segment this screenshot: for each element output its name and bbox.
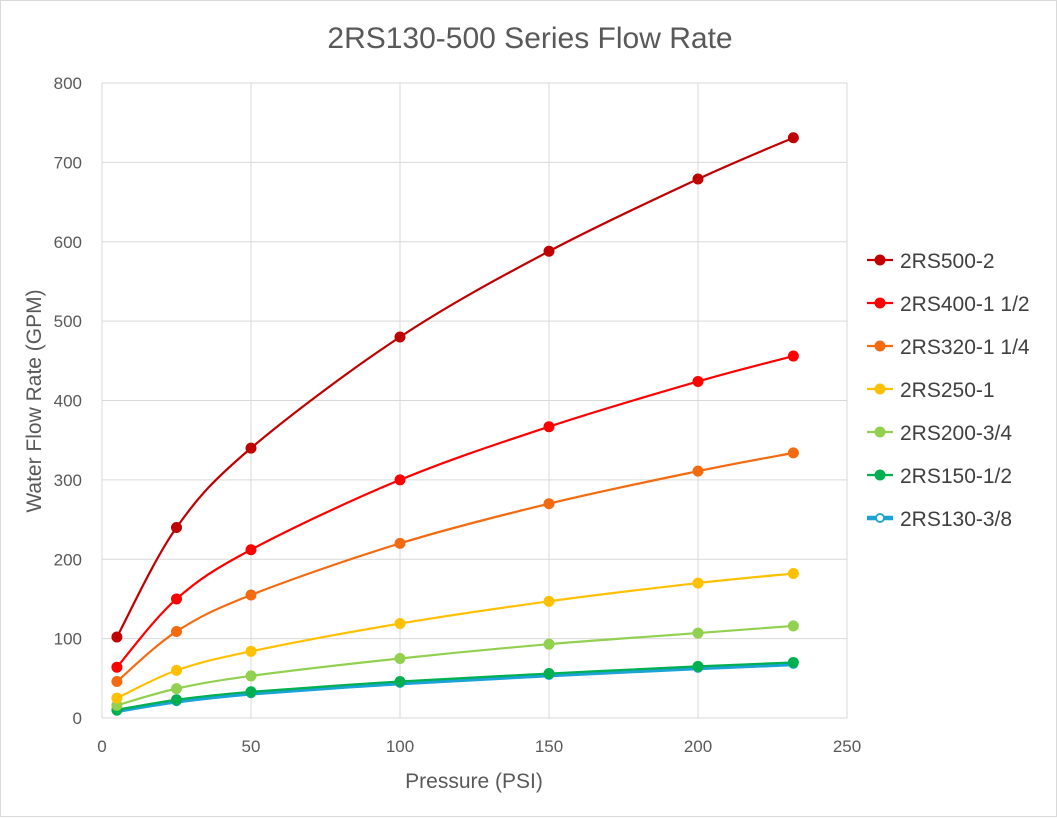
y-tick-label: 100 bbox=[54, 630, 82, 649]
data-point bbox=[394, 675, 406, 687]
y-tick-label: 500 bbox=[54, 312, 82, 331]
grid bbox=[101, 82, 848, 719]
legend-item: 2RS250-1 bbox=[867, 379, 995, 402]
chart-title: 2RS130-500 Series Flow Rate bbox=[327, 22, 732, 55]
x-axis-label: Pressure (PSI) bbox=[405, 770, 543, 793]
data-point bbox=[692, 627, 704, 639]
legend-item: 2RS150-1/2 bbox=[867, 465, 1012, 488]
data-point bbox=[111, 661, 123, 673]
data-point bbox=[171, 625, 182, 637]
legend-label: 2RS200-3/4 bbox=[900, 422, 1012, 445]
series-line bbox=[115, 136, 794, 638]
data-point bbox=[787, 568, 799, 580]
data-point bbox=[245, 670, 257, 682]
legend-item: 2RS500-2 bbox=[867, 250, 995, 273]
series-2rs320-1-1-4 bbox=[111, 447, 799, 687]
legend-label: 2RS320-1 1/4 bbox=[900, 336, 1030, 359]
legend-item: 2RS320-1 1/4 bbox=[867, 336, 1030, 359]
y-tick-label: 600 bbox=[54, 233, 82, 252]
data-point bbox=[787, 132, 799, 144]
data-point bbox=[543, 245, 555, 257]
legend-item: 2RS400-1 1/2 bbox=[867, 293, 1030, 316]
legend-marker bbox=[874, 469, 886, 481]
x-tick-label: 150 bbox=[535, 737, 563, 756]
series-2rs500-2 bbox=[111, 132, 799, 643]
data-point bbox=[692, 173, 704, 185]
x-tick-label: 200 bbox=[684, 737, 712, 756]
axes: 0 100 200 300 400 500 600 700 800 0 50 100 150 200 250 bbox=[54, 74, 862, 756]
y-tick-label: 300 bbox=[54, 471, 82, 490]
legend-label: 2RS400-1 1/2 bbox=[900, 293, 1030, 316]
data-point bbox=[245, 442, 257, 454]
data-point bbox=[394, 331, 406, 343]
legend-label: 2RS250-1 bbox=[900, 379, 995, 402]
data-point bbox=[394, 652, 406, 664]
legend-marker bbox=[874, 254, 886, 266]
data-point bbox=[787, 620, 799, 632]
data-point bbox=[543, 638, 555, 650]
y-tick-label: 700 bbox=[54, 153, 82, 172]
data-point bbox=[692, 375, 704, 387]
series-group bbox=[111, 132, 799, 716]
data-point bbox=[394, 537, 406, 549]
data-point bbox=[692, 465, 704, 477]
y-axis-label: Water Flow Rate (GPM) bbox=[23, 289, 46, 512]
data-point bbox=[787, 350, 799, 362]
series-2rs400-1-1-2 bbox=[111, 350, 799, 673]
data-point bbox=[245, 544, 257, 556]
series-2rs150-1-2 bbox=[111, 656, 799, 716]
data-point bbox=[543, 421, 555, 433]
data-point bbox=[245, 589, 257, 601]
legend-label: 2RS500-2 bbox=[900, 250, 995, 273]
data-point bbox=[394, 618, 406, 630]
legend-item: 2RS200-3/4 bbox=[867, 422, 1012, 445]
legend-label: 2RS130-3/8 bbox=[900, 508, 1012, 531]
data-point bbox=[394, 474, 406, 486]
legend-marker bbox=[874, 340, 886, 352]
data-point bbox=[171, 694, 182, 706]
data-point bbox=[692, 660, 704, 672]
data-point bbox=[111, 675, 123, 687]
series-2rs250-1 bbox=[111, 568, 799, 704]
y-tick-label: 400 bbox=[54, 392, 82, 411]
legend-item: 2RS130-3/8 bbox=[867, 508, 1012, 531]
legend-marker bbox=[874, 383, 886, 395]
y-tick-label: 800 bbox=[54, 74, 82, 93]
series-line bbox=[116, 661, 794, 714]
legend-marker bbox=[874, 297, 886, 309]
data-point bbox=[245, 645, 257, 657]
series-2rs200-3-4 bbox=[111, 620, 799, 711]
data-point bbox=[171, 664, 182, 676]
x-tick-label: 50 bbox=[242, 737, 261, 756]
data-point bbox=[787, 656, 799, 668]
y-tick-label: 0 bbox=[73, 709, 82, 728]
x-tick-label: 250 bbox=[833, 737, 861, 756]
x-tick-label: 100 bbox=[386, 737, 414, 756]
legend-marker bbox=[875, 513, 885, 523]
data-point bbox=[111, 692, 123, 704]
y-tick-label: 200 bbox=[54, 550, 82, 569]
x-tick-label: 0 bbox=[97, 737, 106, 756]
data-point bbox=[171, 522, 182, 533]
data-point bbox=[111, 631, 123, 643]
data-point bbox=[543, 668, 555, 680]
data-point bbox=[543, 595, 555, 607]
data-point bbox=[692, 577, 704, 589]
legend-marker bbox=[874, 426, 886, 438]
data-point bbox=[171, 683, 182, 695]
series-line bbox=[116, 354, 794, 668]
data-point bbox=[543, 498, 555, 510]
legend: 2RS500-2 2RS400-1 1/2 2RS320-1 1/4 2RS250-1… bbox=[867, 250, 1030, 531]
legend-label: 2RS150-1/2 bbox=[900, 465, 1012, 488]
data-point bbox=[787, 447, 799, 459]
data-point bbox=[245, 686, 257, 698]
data-point bbox=[171, 593, 182, 605]
